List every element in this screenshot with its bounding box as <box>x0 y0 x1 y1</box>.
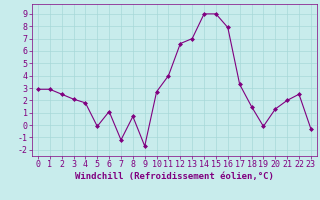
X-axis label: Windchill (Refroidissement éolien,°C): Windchill (Refroidissement éolien,°C) <box>75 172 274 181</box>
